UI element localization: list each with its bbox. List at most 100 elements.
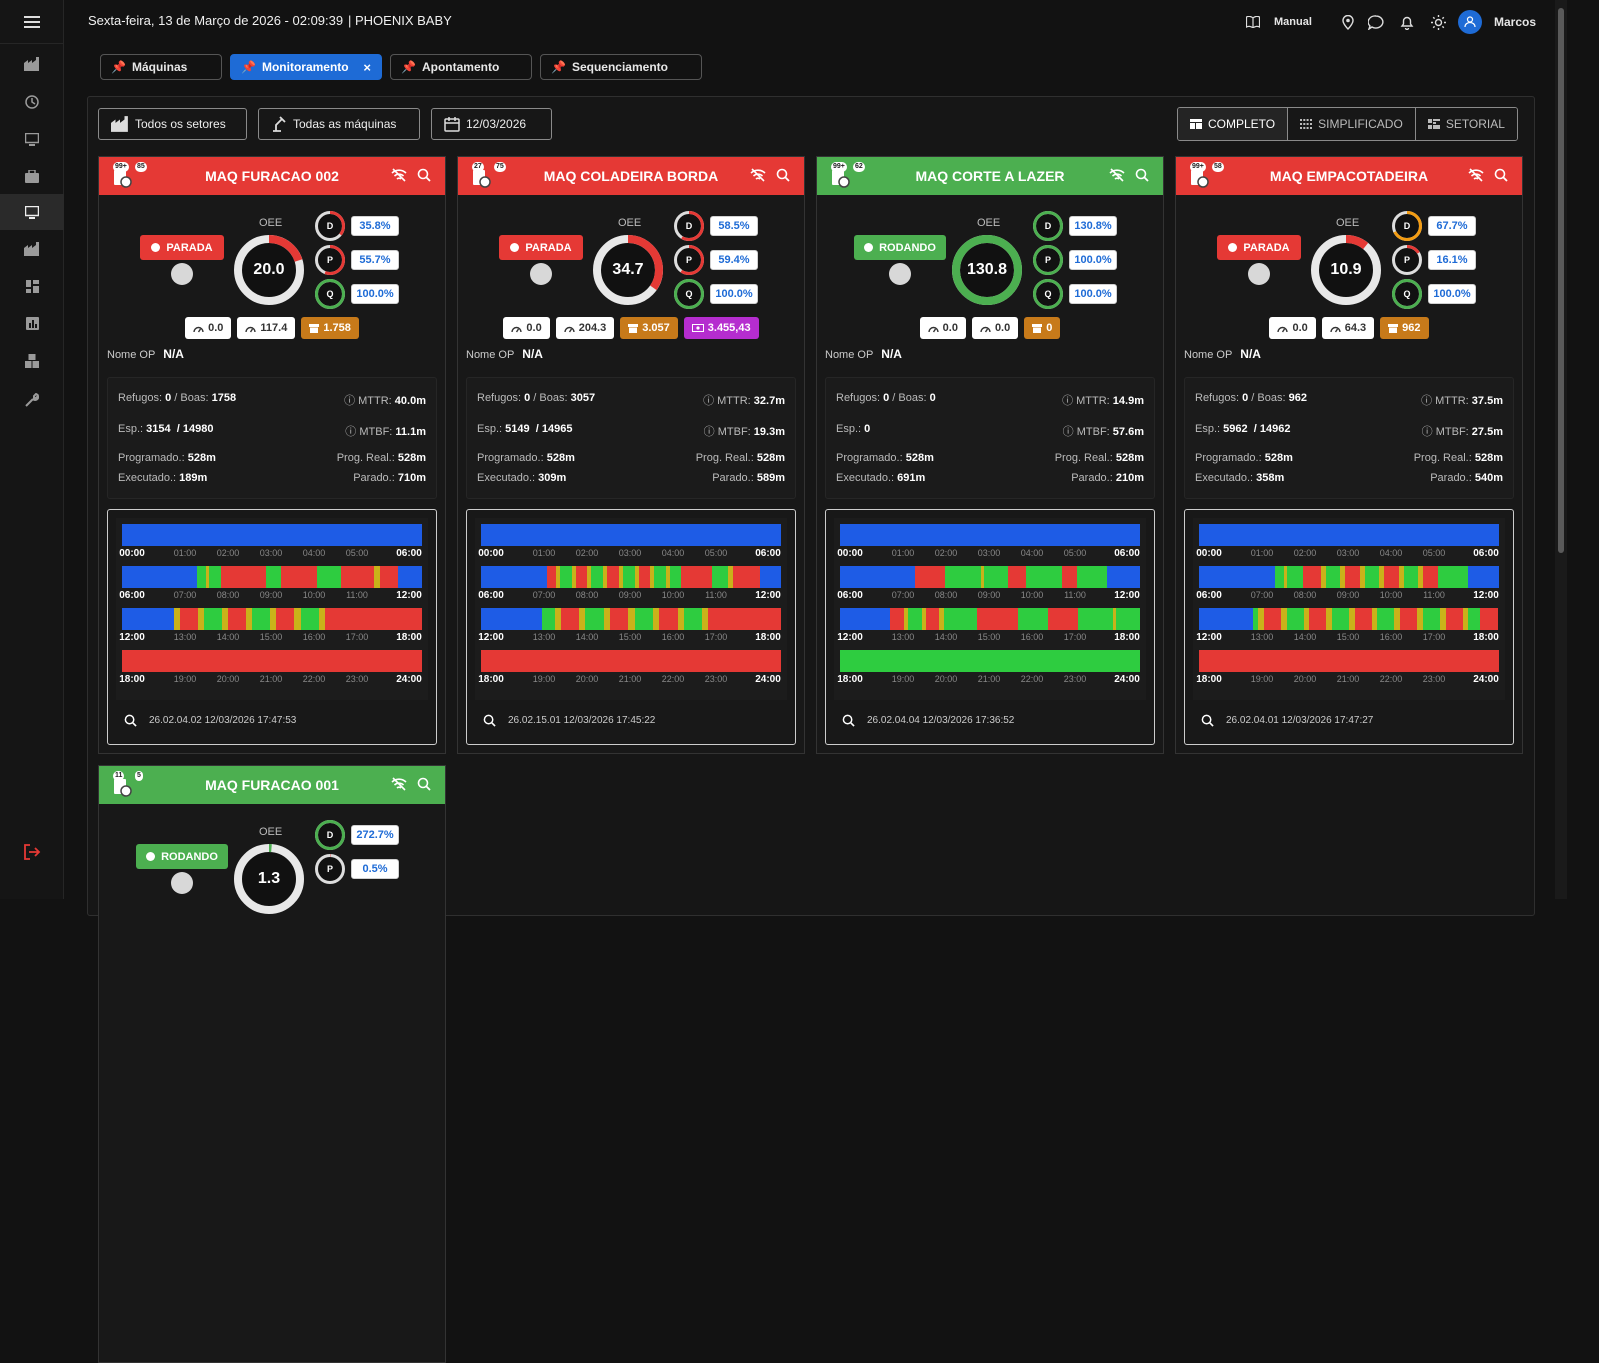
zoom-icon[interactable] xyxy=(842,714,855,727)
timeline-segment[interactable] xyxy=(894,608,900,630)
timeline-segment[interactable] xyxy=(240,608,247,630)
timeline-segment[interactable] xyxy=(917,608,922,630)
timeline-segment[interactable] xyxy=(567,566,572,588)
timeline-segment[interactable] xyxy=(591,566,596,588)
theme-sun-icon[interactable] xyxy=(1431,0,1446,44)
timeline-segment[interactable] xyxy=(583,566,588,588)
timeline-segment[interactable] xyxy=(666,566,671,588)
timeline-segment[interactable] xyxy=(714,608,721,630)
timeline-segment[interactable] xyxy=(599,566,604,588)
timeline-segment[interactable] xyxy=(1309,608,1316,630)
zoom-icon[interactable] xyxy=(1201,714,1214,727)
timeline-segment[interactable] xyxy=(1379,566,1385,588)
wifi-off-icon[interactable] xyxy=(1109,168,1125,182)
timeline-segment[interactable] xyxy=(1287,566,1303,588)
timeline-segment[interactable] xyxy=(607,566,612,588)
logout-icon[interactable] xyxy=(0,834,64,870)
timeline-segment[interactable] xyxy=(122,566,197,588)
location-icon[interactable] xyxy=(1342,0,1354,44)
timeline-segment[interactable] xyxy=(1199,524,1499,546)
search-icon[interactable] xyxy=(776,168,790,182)
timeline-segment[interactable] xyxy=(481,608,543,630)
timeline-segment[interactable] xyxy=(252,608,259,630)
timeline-segment[interactable] xyxy=(1422,608,1429,630)
timeline-segment[interactable] xyxy=(1335,566,1341,588)
timeline-segment[interactable] xyxy=(481,524,781,546)
timeline-segment[interactable] xyxy=(634,566,639,588)
timeline-segment[interactable] xyxy=(258,608,265,630)
timeline-segment[interactable] xyxy=(1354,608,1361,630)
timeline-segment[interactable] xyxy=(603,566,608,588)
timeline-segment[interactable] xyxy=(1403,566,1409,588)
timeline-segment[interactable] xyxy=(1275,608,1282,630)
timeline-segment[interactable] xyxy=(1468,608,1474,630)
report-icon[interactable] xyxy=(0,305,64,341)
timeline-segment[interactable] xyxy=(1315,608,1321,630)
machine-card[interactable]: 11 5 MAQ FURACAO 001 RODANDO OEE 1.3 D 2… xyxy=(98,765,446,1363)
timeline-segment[interactable] xyxy=(575,566,580,588)
timeline-segment[interactable] xyxy=(1433,566,1438,588)
timeline-segment[interactable] xyxy=(1047,608,1078,630)
timeline-segment[interactable] xyxy=(481,566,547,588)
timeline-segment[interactable] xyxy=(595,566,600,588)
monitoring-icon[interactable] xyxy=(0,194,64,230)
timeline-segment[interactable] xyxy=(683,608,690,630)
chat-icon[interactable] xyxy=(1368,0,1384,44)
timeline-segment[interactable] xyxy=(630,566,635,588)
timeline-segment[interactable] xyxy=(1413,566,1419,588)
timeline-segment[interactable] xyxy=(306,608,313,630)
briefcase-icon[interactable] xyxy=(0,158,64,194)
timeline-segment[interactable] xyxy=(943,608,949,630)
timeline-segment[interactable] xyxy=(1302,566,1321,588)
timeline-segment[interactable] xyxy=(567,608,574,630)
timeline-segment[interactable] xyxy=(1388,608,1395,630)
timeline-segment[interactable] xyxy=(591,608,598,630)
timeline-segment[interactable] xyxy=(926,608,931,630)
machines-filter-button[interactable]: Todas as máquinas xyxy=(258,108,420,140)
timeline-segment[interactable] xyxy=(233,608,241,630)
timeline-segment[interactable] xyxy=(1349,608,1355,630)
timeline-segment[interactable] xyxy=(1428,566,1434,588)
toggle-switch[interactable] xyxy=(1248,263,1270,285)
timeline-segment[interactable] xyxy=(1350,566,1356,588)
timeline-segment[interactable] xyxy=(122,524,422,546)
view-complete-button[interactable]: COMPLETO xyxy=(1178,108,1289,140)
timeline-segment[interactable] xyxy=(1445,608,1452,630)
timeline-segment[interactable] xyxy=(1337,608,1344,630)
timeline-segment[interactable] xyxy=(209,566,221,588)
timeline-segment[interactable] xyxy=(481,650,781,672)
timeline-segment[interactable] xyxy=(1439,608,1446,630)
timeline-segment[interactable] xyxy=(294,608,301,630)
timeline-segment[interactable] xyxy=(270,608,277,630)
timeline-segment[interactable] xyxy=(1284,566,1288,588)
timeline-segment[interactable] xyxy=(1371,608,1378,630)
timeline-segment[interactable] xyxy=(1292,608,1299,630)
bell-icon[interactable] xyxy=(1400,0,1414,44)
timeline-segment[interactable] xyxy=(1330,566,1336,588)
timeline-segment[interactable] xyxy=(628,608,635,630)
tab-sequenciamento[interactable]: 📌 Sequenciamento xyxy=(540,54,702,80)
search-icon[interactable] xyxy=(417,168,431,182)
timeline-segment[interactable] xyxy=(203,608,210,630)
timeline-segment[interactable] xyxy=(1359,566,1365,588)
toggle-switch[interactable] xyxy=(171,263,193,285)
timeline-segment[interactable] xyxy=(930,608,936,630)
timeline-segment[interactable] xyxy=(726,608,781,630)
wifi-off-icon[interactable] xyxy=(750,168,766,182)
timeline-segment[interactable] xyxy=(398,566,422,588)
timeline-segment[interactable] xyxy=(1473,608,1480,630)
view-sector-button[interactable]: SETORIAL xyxy=(1415,108,1517,140)
toggle-switch[interactable] xyxy=(171,872,193,894)
timeline-segment[interactable] xyxy=(670,566,681,588)
timeline-segment[interactable] xyxy=(317,566,341,588)
timeline-segment[interactable] xyxy=(555,566,560,588)
timeline-segment[interactable] xyxy=(638,566,643,588)
tab-monitoramento[interactable]: 📌 Monitoramento × xyxy=(230,54,382,80)
timeline-segment[interactable] xyxy=(915,566,945,588)
wifi-off-icon[interactable] xyxy=(391,777,407,791)
timeline-segment[interactable] xyxy=(1026,566,1062,588)
machine-card[interactable]: 27 75 MAQ COLADEIRA BORDA PARADA OEE 34.… xyxy=(457,156,805,754)
dashboard-icon[interactable] xyxy=(0,268,64,304)
timeline-segment[interactable] xyxy=(840,650,1140,672)
timeline-segment[interactable] xyxy=(1383,608,1389,630)
